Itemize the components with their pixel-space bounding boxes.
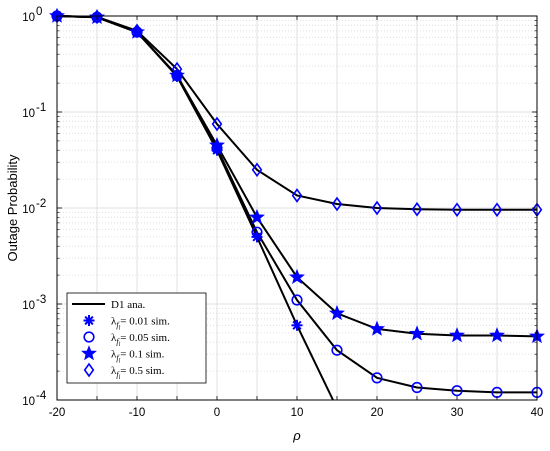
legend-entry-label: λfl= 0.1 sim.: [111, 349, 165, 365]
legend-entry-label: λfl= 0.5 sim.: [111, 365, 165, 381]
star-marker: [289, 268, 305, 285]
diamond-marker: [171, 61, 183, 77]
x-tick-label: 10: [291, 407, 304, 419]
legend-box: [66, 292, 207, 384]
y-tick-label: 10: [22, 300, 35, 312]
star-marker: [249, 208, 265, 225]
y-tick-label: 10: [22, 204, 35, 216]
star-marker: [129, 23, 145, 39]
x-tick-label: 40: [531, 407, 544, 419]
diamond-marker: [91, 9, 103, 25]
circle-marker: [251, 226, 263, 238]
diamond-marker: [451, 202, 463, 218]
diamond-marker: [371, 200, 383, 216]
circle-marker: [83, 331, 95, 343]
diamond-marker: [131, 23, 143, 39]
star-marker: [209, 136, 225, 153]
y-tick-exponent: 0: [36, 6, 42, 18]
diamond-marker: [411, 201, 423, 217]
asterisk-marker: [83, 315, 95, 326]
x-tick-label: 30: [451, 407, 464, 419]
circle-marker: [331, 344, 343, 356]
legend-entry-label: λfl= 0.01 sim.: [111, 316, 170, 332]
asterisk-marker: [291, 319, 303, 331]
y-tick-exponent: -4: [36, 390, 47, 402]
star-marker: [489, 327, 505, 343]
diamond-marker: [251, 162, 263, 178]
star-marker: [409, 325, 425, 341]
legend-entry-label: D1 ana.: [111, 299, 145, 311]
circle-marker: [371, 372, 383, 384]
y-tick-label: 10: [22, 108, 35, 120]
diamond-marker: [331, 196, 343, 212]
y-tick-label: 10: [22, 12, 35, 24]
circle-marker: [291, 294, 303, 306]
x-tick-label: -10: [129, 407, 146, 419]
y-tick-label: 10: [22, 396, 35, 408]
y-tick-exponent: -2: [36, 198, 46, 210]
x-tick-label: 20: [371, 407, 384, 419]
diamond-marker: [491, 202, 503, 218]
diamond-marker: [83, 362, 95, 378]
x-tick-label: 0: [214, 407, 220, 419]
y-axis-label: Outage Probability: [5, 154, 20, 261]
asterisk-stroke: [292, 320, 302, 330]
star-marker: [81, 345, 97, 361]
asterisk-stroke: [84, 315, 94, 326]
star-marker: [369, 320, 385, 336]
y-tick-exponent: -1: [36, 102, 46, 114]
diamond-marker: [211, 116, 223, 132]
legend: D1 ana.λfl= 0.01 sim.λfl= 0.05 sim.λfl= …: [66, 292, 207, 384]
diamond-marker: [291, 188, 303, 203]
star-marker: [449, 327, 465, 343]
x-axis-label: ρ: [292, 428, 301, 443]
legend-entry-label: λfl= 0.05 sim.: [111, 332, 170, 348]
x-tick-label: -20: [49, 407, 66, 419]
star-marker: [329, 304, 345, 321]
circle-marker: [411, 381, 423, 394]
circle-marker: [451, 385, 463, 397]
y-tick-exponent: -3: [36, 294, 46, 306]
